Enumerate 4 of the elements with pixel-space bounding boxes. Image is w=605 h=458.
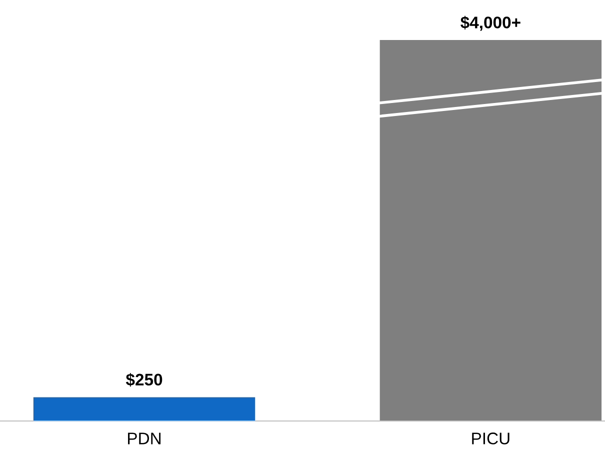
data-label: $250 (126, 373, 162, 387)
x-tick-label: PDN (128, 432, 160, 444)
data-label: $4,000+ (460, 16, 520, 31)
x-tick-label: PICU (472, 432, 510, 444)
